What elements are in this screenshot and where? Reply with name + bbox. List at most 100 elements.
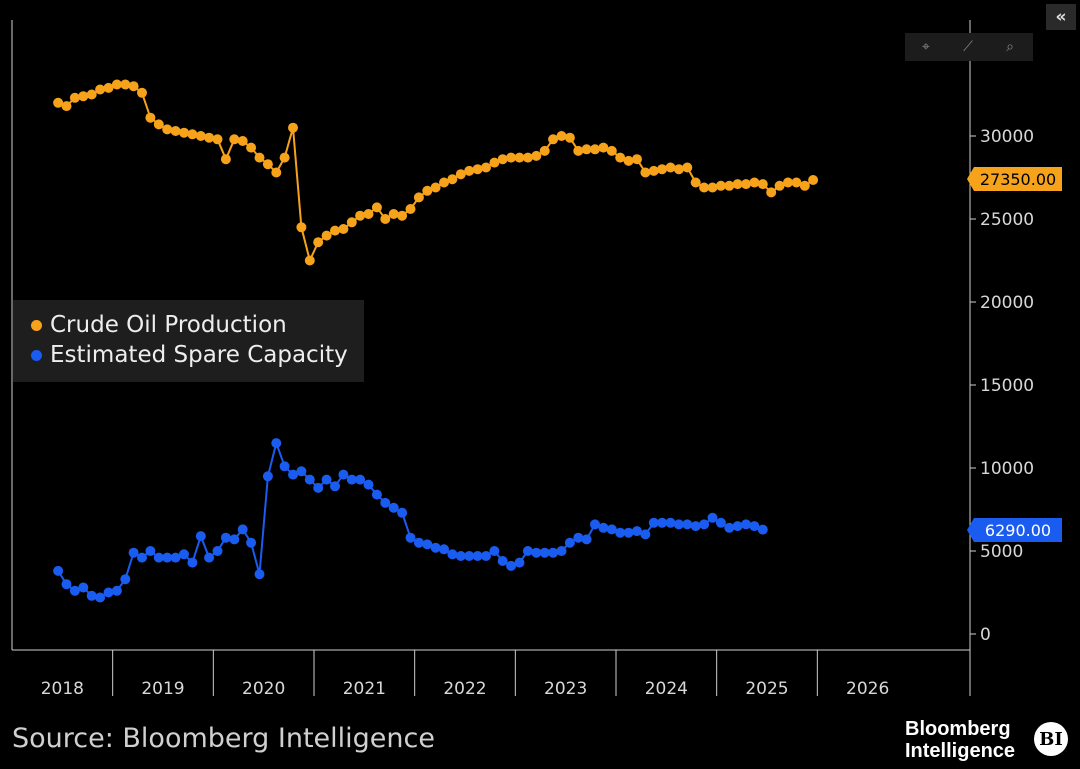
data-point[interactable] — [497, 154, 508, 165]
data-point[interactable] — [564, 537, 575, 548]
data-point[interactable] — [246, 537, 257, 548]
data-point[interactable] — [296, 466, 307, 477]
data-point[interactable] — [682, 162, 693, 173]
data-point[interactable] — [153, 119, 164, 130]
data-point[interactable] — [556, 131, 567, 141]
data-point[interactable] — [279, 461, 290, 472]
data-point[interactable] — [657, 517, 668, 528]
data-point[interactable] — [371, 202, 382, 213]
data-point[interactable] — [632, 154, 642, 165]
data-point[interactable] — [573, 532, 584, 543]
data-point[interactable] — [648, 517, 659, 528]
data-point[interactable] — [472, 551, 483, 561]
data-point[interactable] — [590, 144, 600, 155]
data-point[interactable] — [120, 79, 131, 90]
data-point[interactable] — [153, 552, 164, 563]
data-point[interactable] — [237, 136, 248, 146]
data-point[interactable] — [707, 512, 718, 523]
zoom-tool-button[interactable]: ⌕ — [989, 33, 1031, 61]
data-point[interactable] — [355, 210, 366, 221]
data-point[interactable] — [304, 474, 315, 485]
data-point[interactable] — [405, 532, 416, 543]
data-point[interactable] — [380, 497, 391, 508]
data-point[interactable] — [447, 549, 458, 560]
data-point[interactable] — [799, 180, 810, 191]
data-point[interactable] — [195, 531, 206, 542]
data-point[interactable] — [682, 519, 693, 530]
data-point[interactable] — [707, 182, 718, 193]
data-point[interactable] — [288, 469, 298, 480]
data-point[interactable] — [455, 551, 466, 561]
data-point[interactable] — [623, 155, 634, 166]
data-point[interactable] — [489, 157, 500, 168]
data-point[interactable] — [212, 546, 223, 556]
data-point[interactable] — [53, 565, 64, 576]
data-point[interactable] — [204, 552, 215, 563]
data-point[interactable] — [346, 217, 357, 228]
data-point[interactable] — [313, 482, 324, 493]
data-point[interactable] — [288, 122, 298, 133]
data-point[interactable] — [522, 152, 533, 163]
data-point[interactable] — [179, 549, 189, 560]
data-point[interactable] — [573, 145, 584, 156]
data-point[interactable] — [212, 134, 223, 145]
data-point[interactable] — [170, 552, 181, 563]
data-point[interactable] — [556, 546, 567, 556]
data-point[interactable] — [346, 474, 357, 485]
data-point[interactable] — [615, 152, 626, 163]
data-point[interactable] — [179, 127, 189, 138]
data-point[interactable] — [439, 177, 449, 188]
data-point[interactable] — [397, 507, 408, 518]
data-point[interactable] — [640, 529, 651, 540]
data-point[interactable] — [766, 187, 777, 198]
data-point[interactable] — [220, 532, 231, 543]
data-point[interactable] — [86, 590, 97, 601]
data-point[interactable] — [598, 522, 609, 533]
crosshair-tool-button[interactable]: ⌖ — [905, 33, 947, 61]
data-point[interactable] — [690, 521, 701, 532]
data-point[interactable] — [128, 81, 139, 92]
data-point[interactable] — [69, 585, 80, 596]
data-point[interactable] — [304, 255, 315, 266]
data-point[interactable] — [648, 165, 659, 176]
data-point[interactable] — [363, 209, 374, 219]
data-point[interactable] — [95, 84, 106, 95]
data-point[interactable] — [111, 79, 122, 90]
data-point[interactable] — [61, 101, 72, 112]
data-point[interactable] — [296, 222, 307, 233]
data-point[interactable] — [254, 152, 265, 163]
data-point[interactable] — [246, 142, 257, 153]
data-point[interactable] — [380, 214, 391, 224]
data-point[interactable] — [455, 169, 466, 180]
data-point[interactable] — [220, 154, 231, 165]
data-point[interactable] — [338, 469, 349, 480]
legend-item-crude-oil[interactable]: Crude Oil Production — [31, 312, 287, 338]
data-point[interactable] — [741, 179, 751, 190]
data-point[interactable] — [715, 517, 726, 528]
data-point[interactable] — [598, 142, 609, 153]
data-point[interactable] — [741, 519, 751, 530]
data-point[interactable] — [61, 579, 72, 590]
data-point[interactable] — [422, 185, 433, 196]
data-point[interactable] — [388, 209, 399, 219]
data-point[interactable] — [145, 546, 156, 556]
data-point[interactable] — [254, 569, 265, 580]
data-point[interactable] — [78, 582, 89, 593]
data-point[interactable] — [699, 182, 710, 193]
data-point[interactable] — [338, 224, 349, 234]
data-point[interactable] — [464, 551, 475, 561]
data-point[interactable] — [422, 539, 433, 550]
data-point[interactable] — [69, 92, 80, 103]
data-point[interactable] — [749, 177, 760, 188]
data-point[interactable] — [808, 175, 819, 185]
data-point[interactable] — [539, 145, 550, 156]
data-point[interactable] — [464, 165, 475, 176]
data-point[interactable] — [606, 145, 617, 156]
data-point[interactable] — [724, 522, 735, 533]
data-point[interactable] — [430, 542, 441, 553]
data-point[interactable] — [757, 179, 768, 190]
data-point[interactable] — [229, 134, 240, 145]
data-point[interactable] — [321, 474, 332, 485]
data-point[interactable] — [606, 524, 617, 535]
data-point[interactable] — [514, 557, 525, 568]
